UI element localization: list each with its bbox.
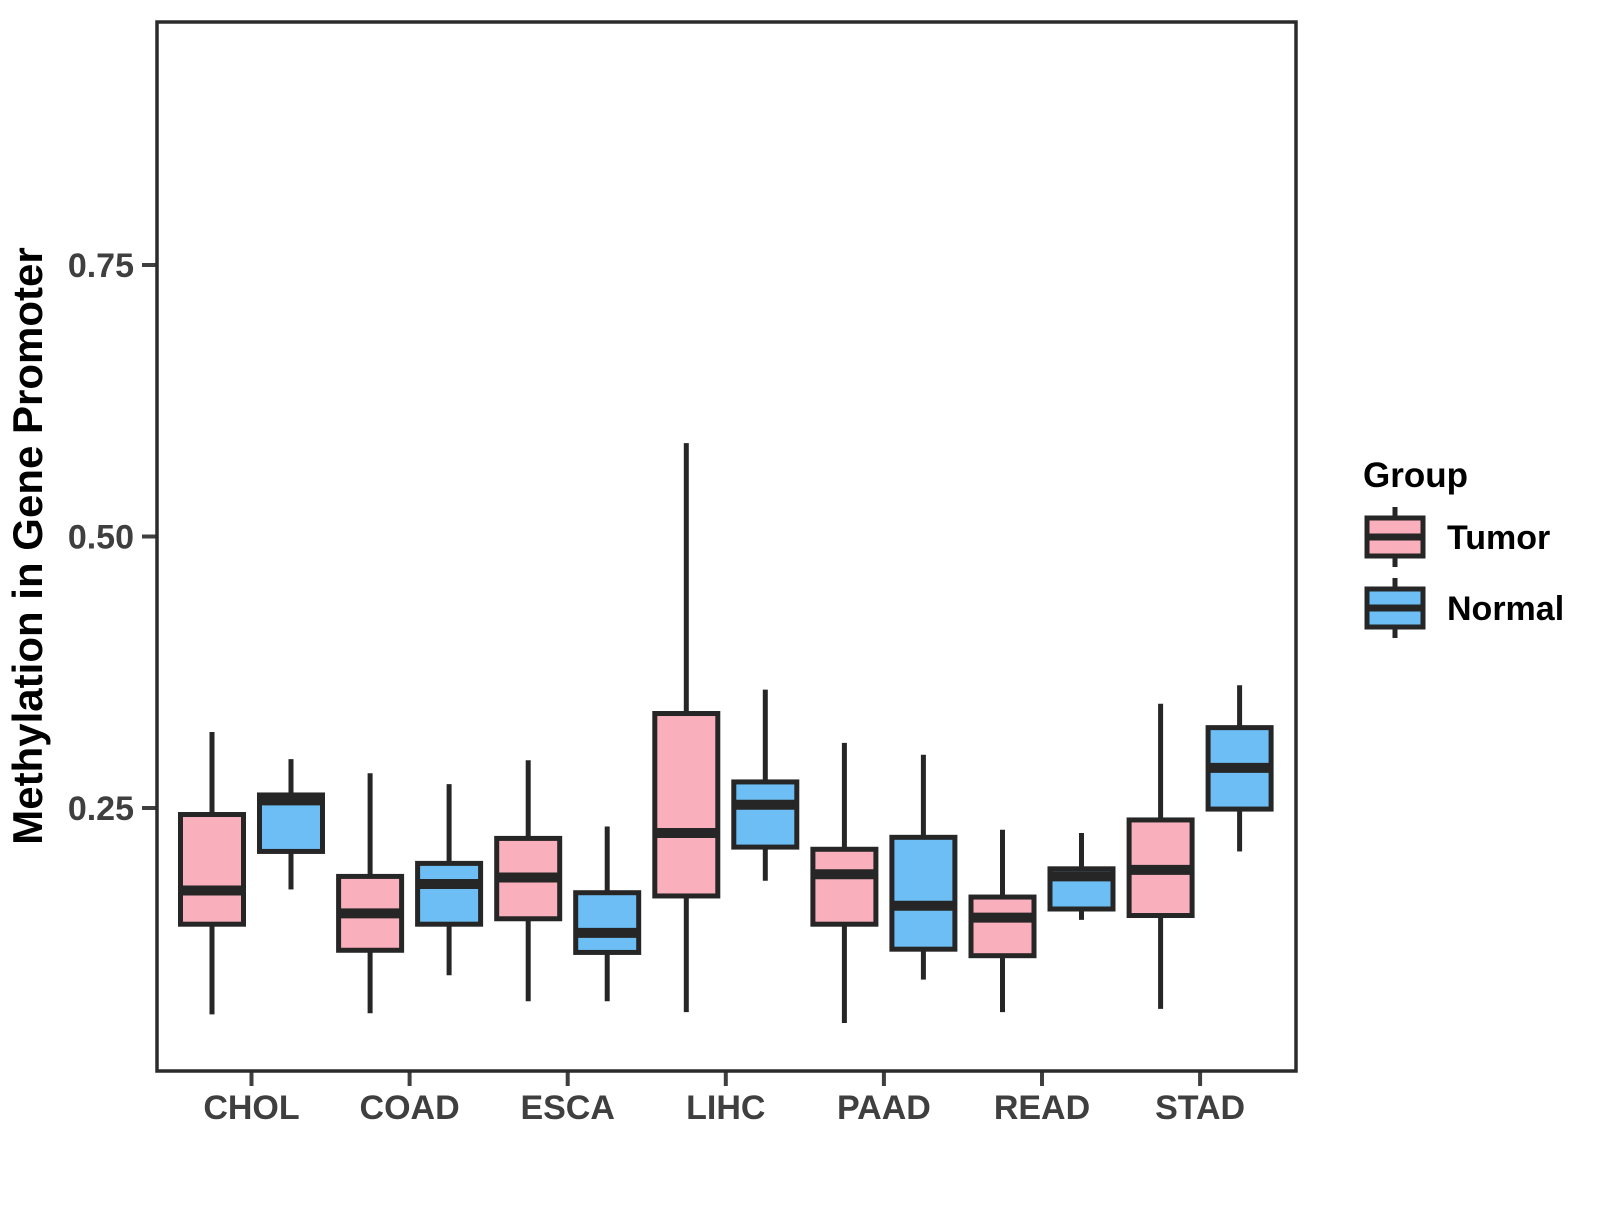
panel-border [155,20,1298,1073]
boxplot-chol-tumor [178,731,246,1015]
legend: Group Tumor Normal [1363,456,1564,638]
boxplot-coad-normal [415,784,484,976]
boxplots [178,443,1274,1024]
iqr-box [573,890,642,955]
legend-title: Group [1363,456,1468,495]
y-tick-label: 0.75 [68,247,134,285]
boxplot-esca-normal [573,826,642,1002]
x-tick-label-read: READ [994,1089,1090,1127]
boxplot-paad-normal [889,754,958,980]
boxplot-read-tumor [968,829,1037,1013]
boxplot-stad-normal [1205,685,1274,852]
iqr-box [889,834,958,952]
legend-label-tumor: Tumor [1447,519,1550,557]
boxplot-lihc-normal [731,689,800,881]
legend-key-normal-boxplot-icon [1364,578,1426,638]
y-tick-label: 0.25 [68,790,134,828]
iqr-box [178,812,246,927]
x-tick-label-coad: COAD [360,1089,460,1127]
boxplot-chol-normal [257,759,325,890]
boxplot-read-normal [1047,832,1116,920]
x-tick-label-stad: STAD [1155,1089,1245,1127]
legend-entry-normal: Normal [1364,578,1564,638]
x-tick-label-esca: ESCA [520,1089,614,1127]
legend-label-normal: Normal [1447,590,1564,628]
x-tick-label-chol: CHOL [203,1089,299,1127]
iqr-box [968,894,1037,959]
boxplot-coad-tumor [336,773,405,1014]
x-tick-label-lihc: LIHC [686,1089,765,1127]
plot-panel [157,22,1296,1071]
iqr-box [731,779,800,850]
y-axis: 0.25 0.50 0.75 [68,247,157,828]
legend-entries: Tumor Normal [1364,507,1564,638]
x-axis: CHOL COAD ESCA LIHC PAAD READ STAD [203,1071,1245,1127]
legend-key-tumor-boxplot-icon [1364,507,1426,567]
boxplot-stad-tumor [1126,703,1195,1009]
y-tick-label: 0.50 [68,519,134,557]
iqr-box [415,860,484,927]
boxplot-esca-tumor [494,760,563,1002]
x-tick-label-paad: PAAD [837,1089,931,1127]
legend-entry-tumor: Tumor [1364,507,1550,567]
iqr-box [810,846,879,927]
iqr-box [652,711,721,899]
boxplot-paad-tumor [810,742,879,1024]
y-axis-title: Methylation in Gene Promoter [4,247,51,844]
boxplot-lihc-tumor [652,443,721,1013]
